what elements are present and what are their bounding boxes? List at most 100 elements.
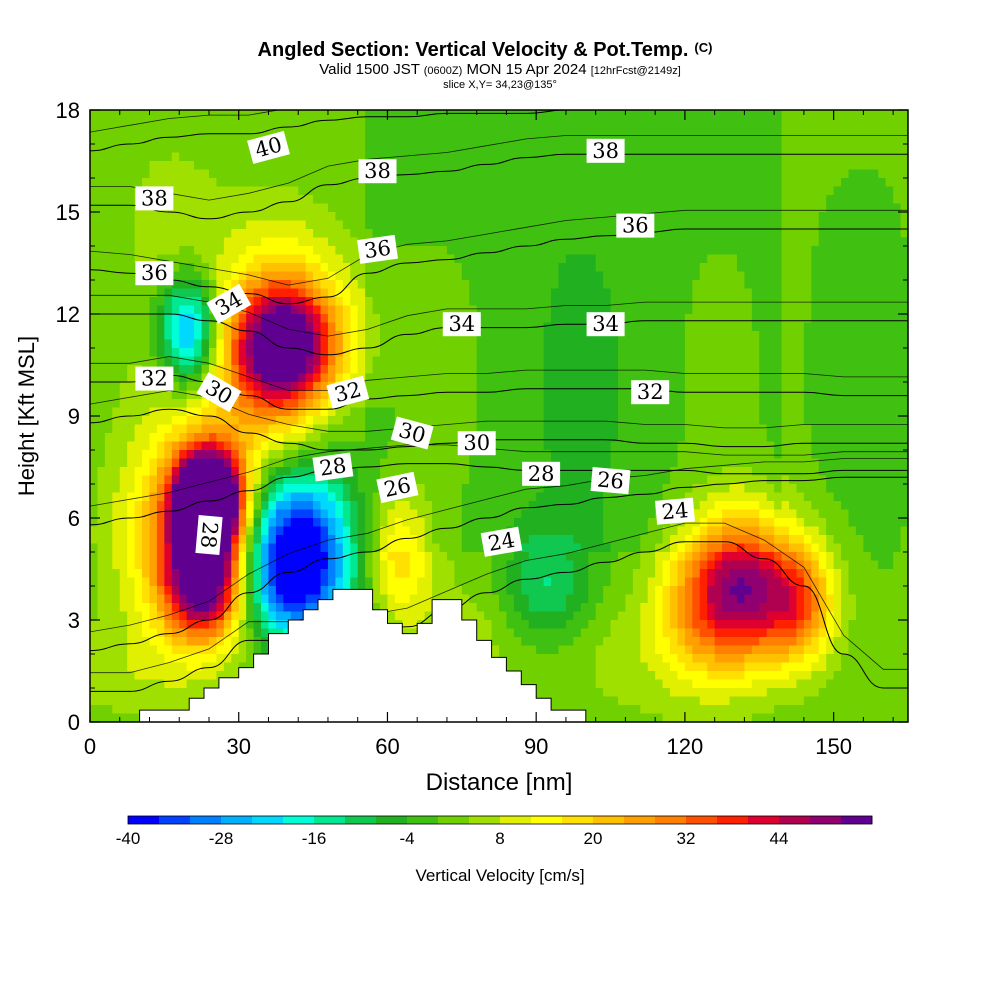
colorbar-swatch <box>655 816 687 824</box>
contour-label-34: 34 <box>442 312 481 337</box>
colorbar-tick-label: -28 <box>209 829 234 848</box>
contour-label-26: 26 <box>590 466 631 495</box>
colorbar-tick-label: 32 <box>677 829 696 848</box>
chart-subtitle: Valid 1500 JST (0600Z) MON 15 Apr 2024 [… <box>319 61 681 78</box>
colorbar-swatch <box>717 816 749 824</box>
x-tick-label: 120 <box>667 734 704 759</box>
contour-label-text: 32 <box>637 380 664 404</box>
isentrope-28-half <box>90 444 908 507</box>
isentrope-38-half <box>90 135 908 201</box>
contour-label-30: 30 <box>390 416 434 450</box>
isentrope-32-half <box>90 356 908 391</box>
isentrope-34 <box>90 313 908 356</box>
colorbar-tick-label: -40 <box>116 829 141 848</box>
colorbar-swatch <box>624 816 656 824</box>
contour-label-text: 26 <box>596 467 625 493</box>
y-axis-label: Height [Kft MSL] <box>14 336 39 496</box>
colorbar-swatch <box>345 816 377 824</box>
x-axis-label: Distance [nm] <box>426 769 573 796</box>
colorbar-tick-label: 20 <box>584 829 603 848</box>
colorbar-swatch <box>469 816 501 824</box>
colorbar-swatch <box>748 816 780 824</box>
isentrope-30 <box>90 408 908 451</box>
chart-title-text: Angled Section: Vertical Velocity & Pot.… <box>258 39 689 61</box>
contour-label-text: 34 <box>448 312 475 336</box>
slice-label: slice X,Y= 34,23@135° <box>443 79 557 91</box>
contour-label-text: 38 <box>364 159 391 183</box>
contour-label-38: 38 <box>358 159 397 184</box>
isentrope-36-half <box>90 209 908 286</box>
colorbar-tick-label: 44 <box>770 829 789 848</box>
chart-title: Angled Section: Vertical Velocity & Pot.… <box>258 39 713 61</box>
isentrope-28 <box>90 463 908 526</box>
colorbar-swatch <box>500 816 532 824</box>
colorbar-swatch <box>221 816 253 824</box>
colorbar-swatch <box>531 816 563 824</box>
isentrope-26 <box>90 476 908 652</box>
colorbar-tick-label: 8 <box>495 829 504 848</box>
colorbar-tick-label: -4 <box>399 829 414 848</box>
colorbar-swatch <box>407 816 439 824</box>
colorbar-swatch <box>593 816 625 824</box>
contour-label-38: 38 <box>586 138 625 163</box>
colorbar-swatch <box>562 816 594 824</box>
colorbar-tick-label: -16 <box>302 829 327 848</box>
contour-label-36: 36 <box>357 234 398 264</box>
y-tick-label: 12 <box>56 302 80 327</box>
contour-label-text: 24 <box>486 528 516 556</box>
contour-label-text: 24 <box>661 498 690 524</box>
contour-label-38: 38 <box>135 186 174 211</box>
colorbar-swatch <box>283 816 315 824</box>
isentrope-26-half <box>90 458 908 633</box>
y-tick-label: 6 <box>68 506 80 531</box>
colorbar-swatch <box>686 816 718 824</box>
contour-label-text: 38 <box>141 186 168 210</box>
colorbar-swatch <box>190 816 222 824</box>
contour-label-text: 28 <box>318 453 348 480</box>
y-tick-label: 0 <box>68 710 80 735</box>
contour-label-32: 32 <box>631 380 670 405</box>
colorbar-swatch <box>810 816 842 824</box>
contour-label-36: 36 <box>616 213 655 238</box>
isentrope-24-half <box>90 522 908 674</box>
y-tick-label: 18 <box>56 98 80 123</box>
contour-label-34: 34 <box>586 312 625 337</box>
contour-label-text: 32 <box>141 367 168 391</box>
isentrope-40-half <box>90 110 281 133</box>
x-tick-label: 30 <box>226 734 250 759</box>
contour-label-text: 26 <box>382 473 413 502</box>
terrain-shape <box>139 588 587 723</box>
x-tick-label: 60 <box>375 734 399 759</box>
x-tick-label: 0 <box>84 734 96 759</box>
colorbar-label: Vertical Velocity [cm/s] <box>415 866 584 885</box>
colorbar-frame <box>127 815 873 825</box>
colorbar-swatch <box>159 816 191 824</box>
isentrope-38 <box>90 153 908 220</box>
isentrope-24 <box>90 541 908 692</box>
contour-label-26: 26 <box>376 471 419 504</box>
x-tick-label: 150 <box>815 734 852 759</box>
contour-label-text: 38 <box>592 139 619 163</box>
contour-label-text: 28 <box>196 521 222 550</box>
contour-label-text: 36 <box>622 214 649 238</box>
colorbar-swatch <box>128 816 160 824</box>
colorbar-swatch <box>438 816 470 824</box>
y-tick-label: 3 <box>68 608 80 633</box>
contour-label-text: 30 <box>463 431 490 455</box>
y-tick-label: 9 <box>68 404 80 429</box>
contour-label-28: 28 <box>312 452 354 482</box>
contour-label-36: 36 <box>135 261 174 286</box>
x-tick-label: 90 <box>524 734 548 759</box>
contour-label-30: 30 <box>457 431 496 456</box>
contour-label-text: 28 <box>528 462 555 486</box>
chart-title-unit: (C) <box>694 40 712 55</box>
colorbar-swatch <box>779 816 811 824</box>
contour-label-32: 32 <box>135 366 174 391</box>
y-tick-label: 15 <box>56 200 80 225</box>
colorbar-swatch <box>252 816 284 824</box>
contour-label-28: 28 <box>522 461 561 486</box>
contour-label-24: 24 <box>655 497 695 525</box>
